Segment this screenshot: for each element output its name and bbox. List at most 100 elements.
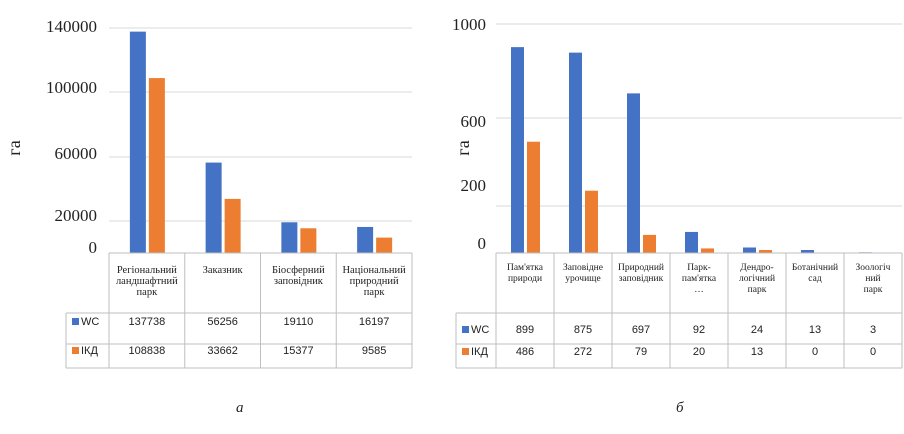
table-value: 108838 [129, 345, 166, 357]
table-value: 13 [809, 324, 821, 336]
chart-b-panel: 0 200 600 1000 га Пам'ятка природи Заповідне уро… [452, 0, 904, 429]
category-label-line: заповідник [274, 276, 324, 287]
category-label: Парк-пам'ятка… [682, 263, 717, 295]
table-value: 79 [635, 346, 647, 358]
y-tick-label: 0 [478, 234, 487, 253]
legend-label: WC [471, 324, 489, 336]
category-label-line: парк [364, 287, 386, 298]
category-label-line: Природний [618, 262, 664, 273]
category-label-line: заповідник [619, 274, 664, 284]
bar-wc [281, 222, 298, 253]
category-label: Заповідне урочище [563, 263, 603, 284]
category-label-line: сад [808, 274, 822, 284]
category-label-line: парк [137, 287, 159, 298]
category-label-line: Біосферний [272, 265, 325, 276]
category-label: Дендро-логічний парк [739, 263, 775, 295]
y-axis-label: га [453, 140, 473, 155]
chart-a-panel: 0 20000 60000 100000 140000 га Регіональний лан… [0, 0, 450, 429]
category-label: Заказник [203, 265, 244, 276]
legend-key-ikd [72, 347, 79, 354]
category-label-line: пам'ятка [682, 274, 717, 284]
legend-label: ІКД [81, 345, 98, 357]
bar-wc [627, 93, 640, 254]
category-label-line: Заказник [203, 265, 244, 276]
category-label-line: ний [865, 273, 880, 284]
legend-key-wc [72, 318, 79, 325]
legend-label: ІКД [471, 346, 488, 358]
chart-a-caption: а [236, 400, 244, 416]
bar-wc [357, 226, 374, 253]
bar-ikd [376, 237, 393, 253]
table-value: 56256 [207, 316, 238, 328]
category-label-line: Ботанічний [792, 262, 838, 273]
category-label-line: природний [350, 276, 399, 287]
table-value: 3 [870, 324, 876, 336]
category-label: Національний природний парк [342, 265, 406, 298]
table-value: 137738 [129, 316, 166, 328]
table-value: 13 [751, 346, 763, 358]
table-value: 20 [693, 346, 705, 358]
chart-a: 0 20000 60000 100000 140000 га Регіональний лан… [4, 17, 413, 369]
category-label-line: ландшафтний [116, 276, 178, 287]
y-tick-label: 20000 [55, 206, 98, 225]
category-label-line: Регіональний [117, 265, 177, 276]
table-value: 15377 [283, 345, 314, 357]
table-value: 875 [574, 324, 592, 336]
y-tick-label: 200 [461, 176, 487, 195]
y-tick-label: 1000 [452, 15, 486, 34]
table-value: 0 [870, 346, 876, 358]
category-label: Природний заповідник [618, 262, 664, 284]
table-value: 24 [751, 324, 763, 336]
category-label-line: Дендро- [740, 263, 773, 273]
bar-wc [129, 31, 146, 253]
legend-key-wc [462, 326, 469, 333]
category-label-line: Зоологіч [856, 263, 891, 273]
category-label-line: … [694, 285, 704, 295]
bar-ikd [701, 248, 714, 253]
table-value: 9585 [362, 345, 386, 357]
category-label: Зоологіч ний парк [856, 263, 891, 295]
bar-wc [685, 231, 698, 253]
table-value: 697 [632, 324, 650, 336]
bar-ikd [527, 141, 540, 253]
table-value: 0 [812, 346, 818, 358]
category-label: Ботанічний сад [792, 262, 838, 284]
legend-key-ikd [462, 348, 469, 355]
legend-label: WC [81, 316, 99, 328]
y-tick-label: 100000 [46, 78, 97, 97]
chart-b-caption: б [676, 400, 684, 416]
y-tick-label: 0 [89, 238, 98, 257]
category-label-line: Пам'ятка [507, 263, 544, 273]
bar-ikd [759, 250, 772, 253]
bar-ikd [148, 78, 165, 253]
bar-wc [743, 247, 756, 253]
category-label-line: Національний [342, 265, 406, 276]
y-tick-label: 140000 [46, 17, 97, 36]
bar-ikd [224, 198, 241, 253]
category-label: Біосферний заповідник [272, 265, 325, 287]
category-label-line: парк [864, 285, 883, 295]
y-axis-label: га [4, 140, 24, 155]
bar-ikd [300, 228, 317, 253]
category-label-line: парк [748, 285, 767, 295]
table-value: 486 [516, 346, 534, 358]
bar-wc [569, 52, 582, 253]
y-tick-label: 60000 [55, 144, 98, 163]
bar-ikd [585, 190, 598, 253]
category-label-line: урочище [565, 274, 600, 284]
bar-wc [511, 47, 524, 254]
bar-wc [205, 162, 222, 253]
category-label-line: Заповідне [563, 263, 603, 273]
category-label-line: Парк- [687, 263, 711, 273]
category-label: Пам'ятка природи [507, 263, 544, 284]
table-value: 272 [574, 346, 592, 358]
category-label-line: природи [508, 274, 542, 284]
table-value: 92 [693, 324, 705, 336]
bar-ikd [643, 234, 656, 253]
table-value: 16197 [359, 316, 390, 328]
bar-wc [801, 250, 814, 253]
table-value: 899 [516, 324, 534, 336]
y-tick-label: 600 [461, 112, 487, 131]
category-label-line: логічний [739, 273, 775, 284]
